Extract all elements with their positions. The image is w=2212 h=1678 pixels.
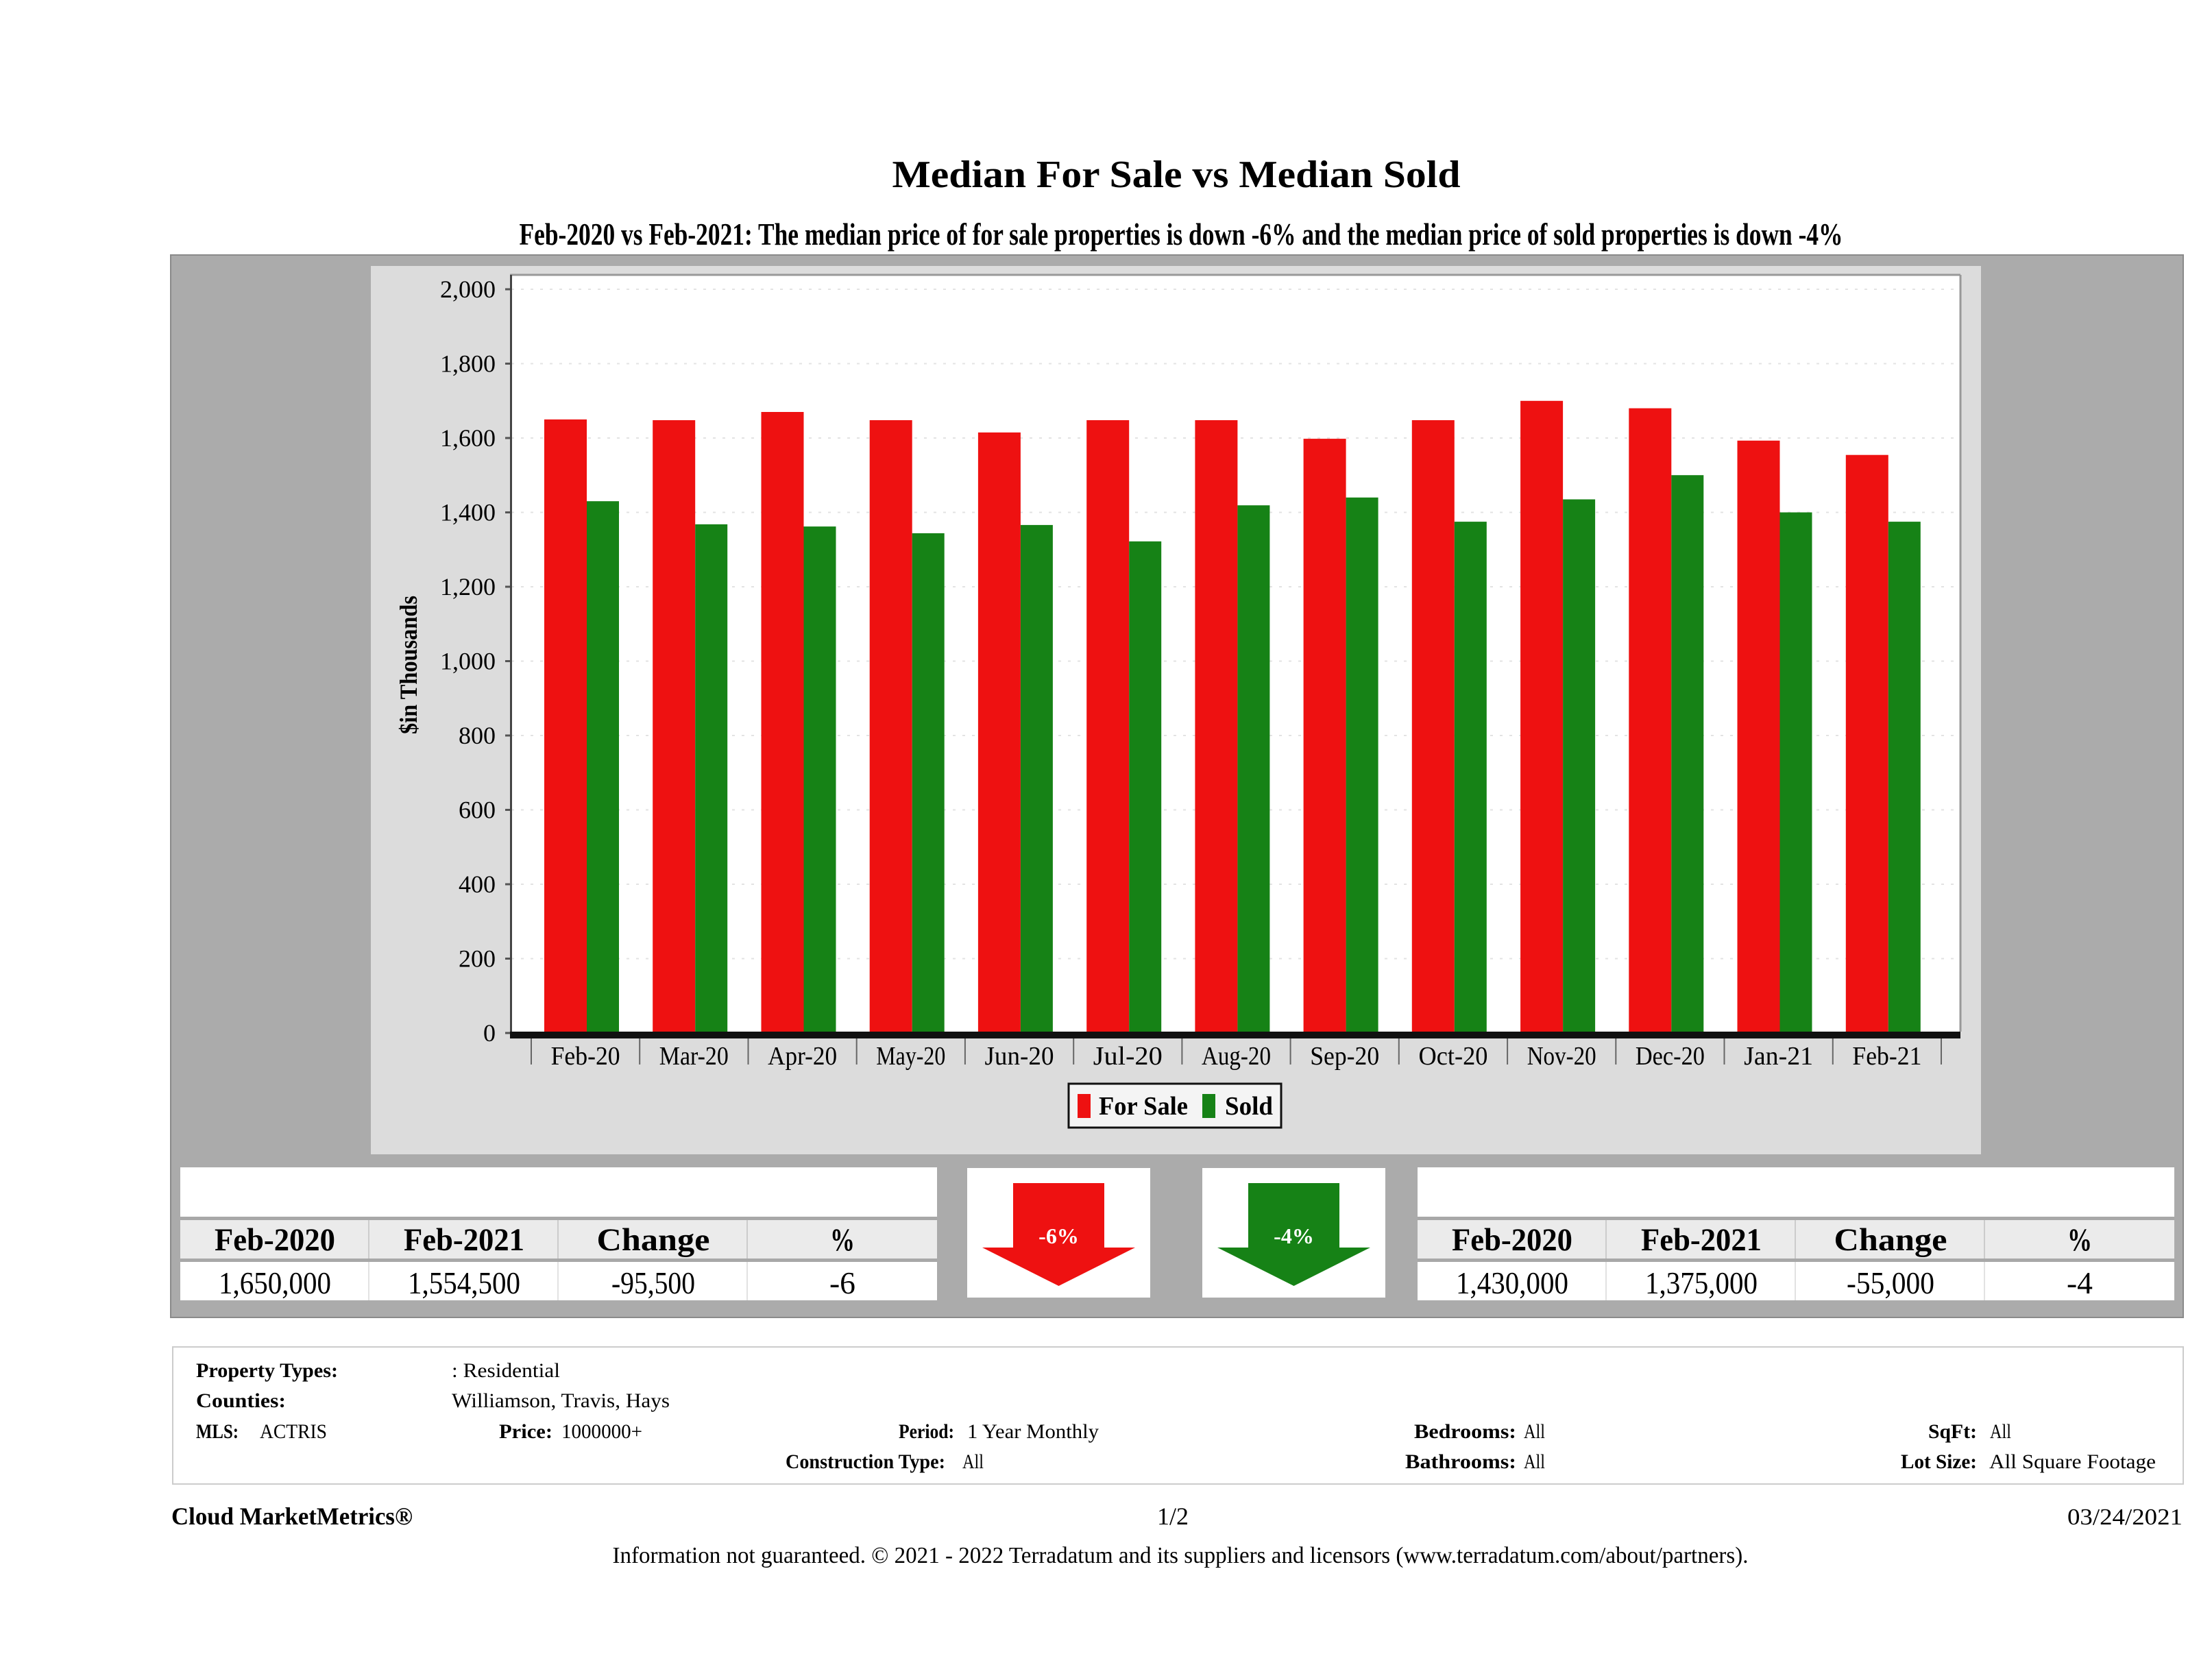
svg-text:Construction Type:: Construction Type: — [786, 1450, 945, 1473]
svg-text:Feb-20: Feb-20 — [551, 1042, 620, 1071]
svg-text:Sep-20: Sep-20 — [1310, 1042, 1379, 1071]
svg-text:1 Year Monthly: 1 Year Monthly — [967, 1420, 1099, 1443]
svg-text:Period:: Period: — [899, 1420, 954, 1443]
svg-text:All Square Footage: All Square Footage — [1989, 1450, 2156, 1473]
svg-text:200: 200 — [459, 945, 496, 973]
svg-text:1,200: 1,200 — [440, 573, 496, 600]
svg-text:Counties:: Counties: — [196, 1389, 286, 1412]
svg-text:Price:: Price: — [499, 1420, 552, 1443]
svg-text:1,600: 1,600 — [440, 424, 496, 452]
svg-text:All: All — [1524, 1420, 1545, 1443]
svg-text:1/2: 1/2 — [1157, 1503, 1189, 1530]
svg-text:ACTRIS: ACTRIS — [260, 1420, 327, 1443]
svg-text:800: 800 — [459, 722, 496, 749]
svg-text:SqFt:: SqFt: — [1928, 1420, 1977, 1443]
svg-text:-6: -6 — [829, 1265, 855, 1300]
svg-text:%: % — [830, 1222, 855, 1258]
svg-text:%: % — [2067, 1222, 2092, 1258]
svg-text:Bedrooms:: Bedrooms: — [1414, 1420, 1516, 1443]
svg-text:03/24/2021: 03/24/2021 — [2067, 1505, 2183, 1530]
svg-text:All: All — [1990, 1420, 2011, 1443]
svg-text:1,554,500: 1,554,500 — [408, 1265, 520, 1300]
svg-text:Jan-21: Jan-21 — [1744, 1042, 1813, 1071]
svg-text:Feb-2021: Feb-2021 — [404, 1222, 524, 1258]
svg-text:Property Types:: Property Types: — [196, 1359, 338, 1382]
svg-text:Feb-2020: Feb-2020 — [215, 1222, 335, 1258]
svg-text:-4: -4 — [2067, 1265, 2093, 1300]
svg-text:1000000+: 1000000+ — [561, 1420, 642, 1443]
svg-text:Median For Sale vs Median Sold: Median For Sale vs Median Sold — [892, 154, 1461, 196]
svg-text:May-20: May-20 — [876, 1042, 945, 1071]
svg-text:1,650,000: 1,650,000 — [219, 1265, 331, 1300]
svg-text:-4%: -4% — [1274, 1224, 1314, 1248]
svg-text:Mar-20: Mar-20 — [659, 1042, 729, 1071]
svg-text:For Sale: For Sale — [1099, 1092, 1188, 1121]
svg-text:1,400: 1,400 — [440, 499, 496, 526]
svg-text:: Residential: : Residential — [452, 1359, 560, 1382]
svg-text:Williamson, Travis, Hays: Williamson, Travis, Hays — [452, 1389, 670, 1412]
svg-text:-6%: -6% — [1038, 1224, 1079, 1248]
svg-text:Oct-20: Oct-20 — [1419, 1042, 1488, 1071]
svg-text:All: All — [1524, 1450, 1545, 1473]
svg-text:Feb-21: Feb-21 — [1852, 1042, 1921, 1071]
svg-text:Feb-2021: Feb-2021 — [1641, 1222, 1762, 1258]
svg-text:-95,500: -95,500 — [611, 1265, 695, 1300]
svg-text:Dec-20: Dec-20 — [1636, 1042, 1705, 1071]
svg-text:600: 600 — [459, 797, 496, 824]
svg-text:400: 400 — [459, 871, 496, 898]
svg-text:Bathrooms:: Bathrooms: — [1405, 1450, 1516, 1473]
svg-text:Information not guaranteed. ©: Information not guaranteed. © 2021 - 202… — [613, 1543, 1749, 1568]
svg-text:$in Thousands: $in Thousands — [395, 596, 422, 734]
svg-text:Jul-20: Jul-20 — [1093, 1042, 1163, 1071]
svg-text:Change: Change — [1834, 1222, 1947, 1258]
svg-text:1,375,000: 1,375,000 — [1645, 1265, 1758, 1300]
svg-text:Feb-2020: Feb-2020 — [1452, 1222, 1572, 1258]
svg-text:Aug-20: Aug-20 — [1202, 1042, 1271, 1071]
svg-text:1,800: 1,800 — [440, 350, 496, 378]
svg-text:Lot Size:: Lot Size: — [1901, 1450, 1977, 1473]
svg-text:Sold: Sold — [1225, 1092, 1273, 1121]
svg-text:Change: Change — [597, 1222, 710, 1258]
svg-text:2,000: 2,000 — [440, 276, 496, 303]
svg-text:Apr-20: Apr-20 — [768, 1042, 837, 1071]
svg-text:-55,000: -55,000 — [1847, 1265, 1934, 1300]
svg-text:1,430,000: 1,430,000 — [1456, 1265, 1568, 1300]
svg-text:Nov-20: Nov-20 — [1527, 1042, 1596, 1071]
svg-text:Cloud MarketMetrics®: Cloud MarketMetrics® — [171, 1503, 413, 1530]
svg-text:MLS:: MLS: — [196, 1420, 239, 1443]
svg-text:Feb-2020 vs Feb-2021: The medi: Feb-2020 vs Feb-2021: The median price o… — [520, 217, 1843, 252]
svg-text:Jun-20: Jun-20 — [985, 1042, 1054, 1071]
svg-text:All: All — [962, 1450, 984, 1473]
svg-text:0: 0 — [483, 1019, 496, 1047]
svg-text:1,000: 1,000 — [440, 648, 496, 675]
